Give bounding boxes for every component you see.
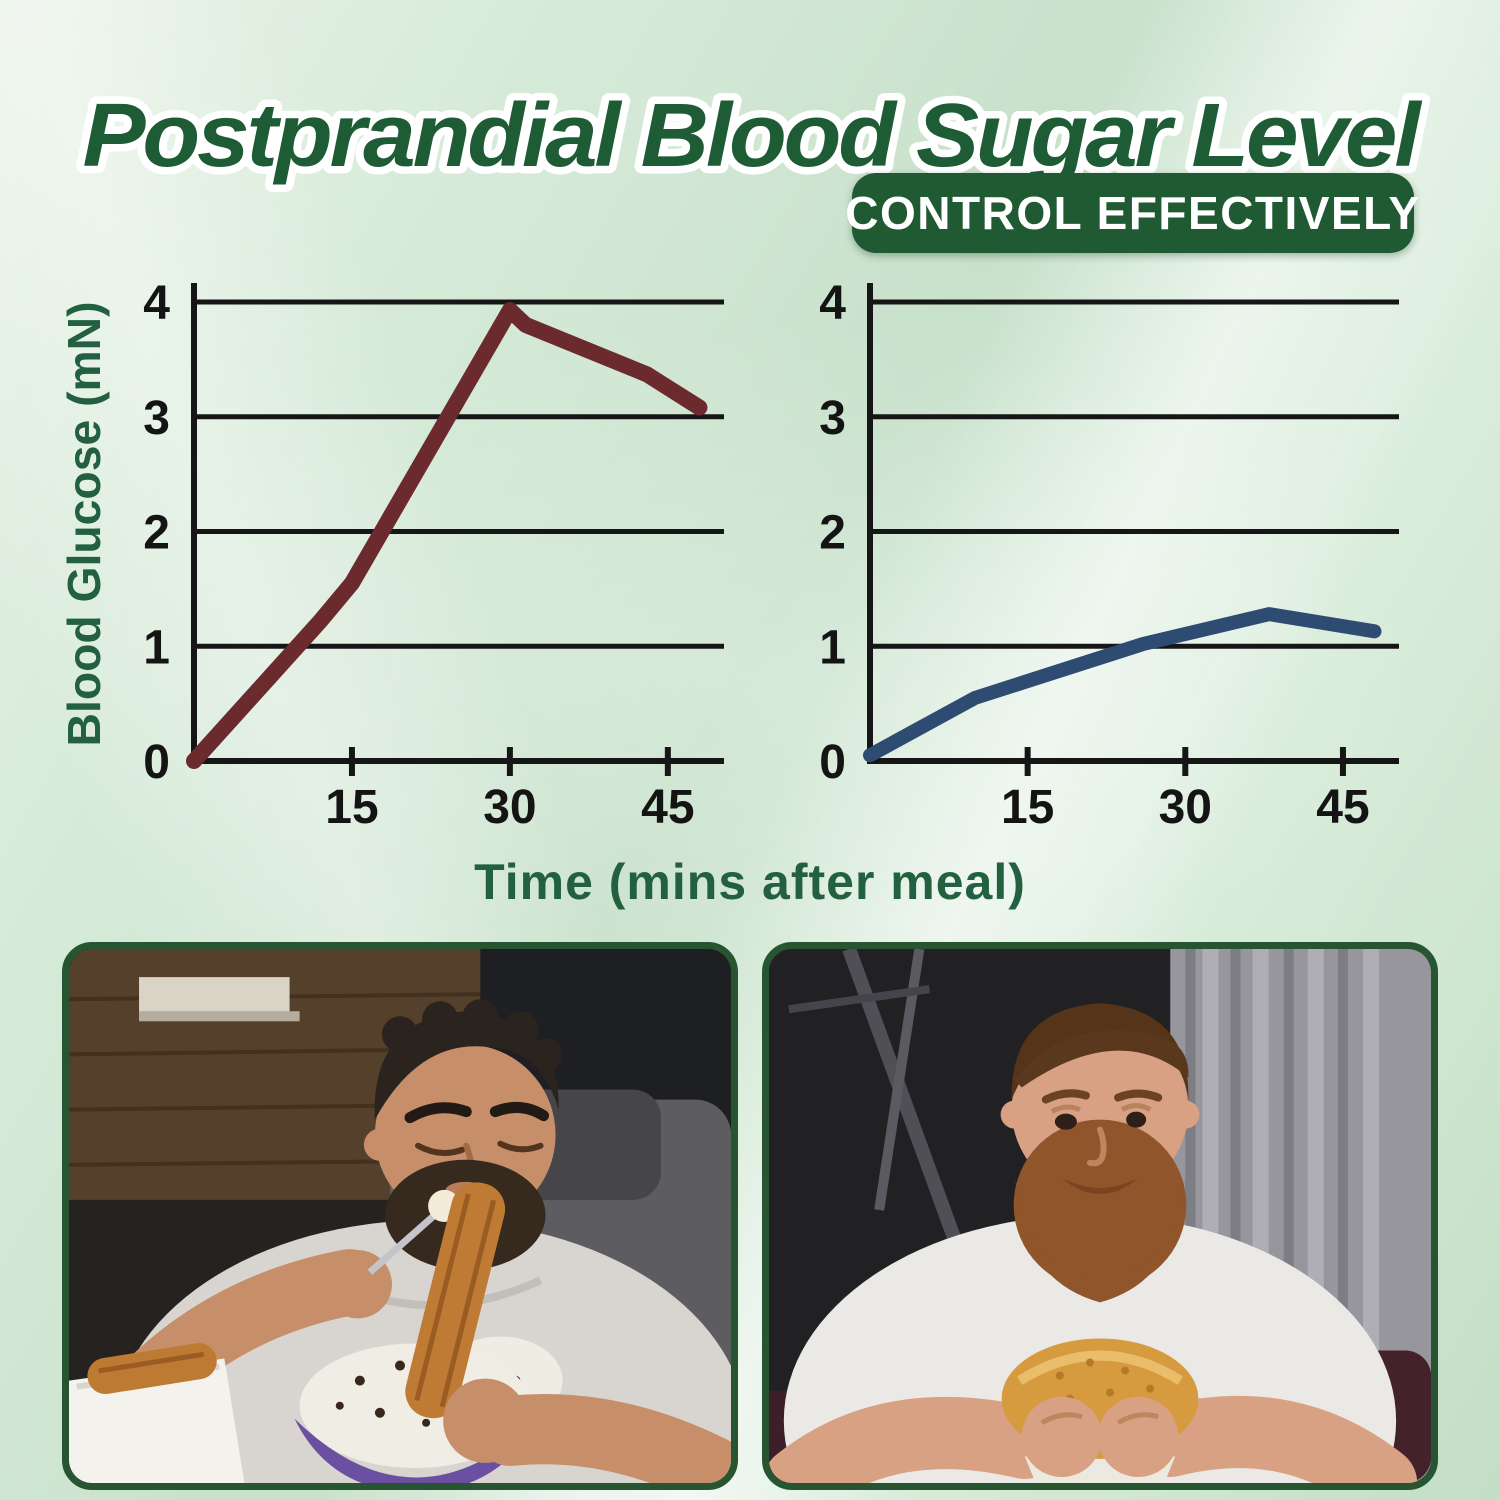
y-axis-label: Blood Glucose (mN): [60, 302, 110, 747]
y-tick-label-2: 2: [143, 507, 170, 560]
x-tick-label-45: 45: [641, 781, 694, 834]
chocolate-speckle: [374, 1407, 385, 1418]
left-hand: [1021, 1396, 1103, 1477]
x-tick-label-45: 45: [1316, 781, 1369, 834]
hair-curl: [462, 999, 499, 1036]
eyebrow: [1041, 1089, 1090, 1104]
churro-ridge: [439, 1199, 497, 1408]
y-tick-label-0: 0: [819, 736, 846, 789]
churro-in-box: [87, 1343, 217, 1395]
page-title-svg: Postprandial Blood Sugar Level Postprand…: [75, 79, 1433, 194]
hair-fringe: [1014, 1030, 1189, 1088]
chart-with-control: 0 1 2 3 4 15 30 45: [819, 277, 1399, 834]
data-line-blood-glucose-without-control: [186, 302, 708, 769]
y-tick-label-1: 1: [819, 621, 846, 674]
eyebrow: [489, 1101, 550, 1122]
dessert-scene: [69, 949, 731, 1483]
x-tick-label-15: 15: [325, 781, 378, 834]
hair-curl: [422, 1001, 459, 1038]
chocolate-speckle: [422, 1418, 431, 1427]
hair-curl: [529, 1038, 562, 1071]
photo-overeating-dessert: [62, 942, 738, 1490]
y-tick-label-2: 2: [819, 507, 846, 560]
churro-ridge: [414, 1193, 471, 1402]
finger-line: [1040, 1412, 1083, 1425]
burger-crumb: [1121, 1366, 1130, 1375]
churro-held: [405, 1182, 506, 1419]
chocolate-speckle: [335, 1401, 344, 1410]
right-hand: [443, 1378, 528, 1463]
x-tick-label-30: 30: [1159, 781, 1212, 834]
eyelid: [1050, 1104, 1081, 1114]
eyelid: [1120, 1103, 1152, 1112]
control-effectively-badge: CONTROL EFFECTIVELY: [845, 173, 1419, 253]
beard-taper: [1015, 1179, 1185, 1303]
x-axis-label: Time (mins after meal): [474, 854, 1026, 910]
right-arm: [475, 1394, 731, 1483]
y-tick-label-3: 3: [819, 392, 846, 445]
purple-bowl: [294, 1418, 539, 1483]
eye-looking-aside: [1126, 1111, 1147, 1128]
y-tick-label-4: 4: [819, 277, 846, 330]
right-arm: [1134, 1395, 1418, 1483]
y-tick-label-1: 1: [143, 621, 170, 674]
x-tick-label-15: 15: [1001, 781, 1054, 834]
book-stack-shadow: [139, 1011, 300, 1022]
chocolate-speckle: [394, 1360, 406, 1371]
churro: [405, 1182, 506, 1419]
burger-scene: [769, 949, 1431, 1483]
badge-label: CONTROL EFFECTIVELY: [845, 187, 1421, 239]
background-beam: [788, 985, 930, 1014]
closed-eye: [497, 1140, 544, 1153]
data-line-blood-glucose-with-control: [863, 607, 1382, 763]
beard: [1013, 1119, 1187, 1291]
hair-curl: [381, 1016, 419, 1053]
hair-curl: [502, 1011, 539, 1048]
page-title: Postprandial Blood Sugar Level: [83, 86, 1423, 186]
hair: [1011, 1003, 1189, 1100]
chart-without-control: Blood Glucose (mN) 0 1 2 3 4 15 30 45: [60, 277, 724, 834]
eyebrow: [1114, 1089, 1163, 1102]
burger-crumb: [1106, 1388, 1115, 1397]
eye-looking-aside: [1054, 1113, 1077, 1130]
man-eating-dessert: [69, 999, 731, 1483]
background-beam: [842, 949, 977, 1283]
eyebrow: [404, 1102, 472, 1124]
y-tick-label-3: 3: [143, 392, 170, 445]
burger-crumb: [1085, 1358, 1094, 1367]
nose: [1086, 1126, 1107, 1167]
right-hand: [1097, 1396, 1179, 1477]
chocolate-speckle: [354, 1375, 365, 1386]
photo-eating-burger: [762, 942, 1438, 1490]
burger-sheen: [1017, 1350, 1183, 1385]
burger-crumb: [1055, 1371, 1064, 1380]
closed-eye: [415, 1142, 466, 1156]
left-arm: [769, 1396, 1061, 1483]
mustache: [1061, 1177, 1139, 1194]
churro-ridge: [98, 1351, 205, 1374]
burger-crumb: [1146, 1384, 1155, 1393]
x-tick-label-30: 30: [483, 781, 536, 834]
finger-line: [1116, 1412, 1159, 1425]
spoon: [367, 1209, 441, 1275]
y-tick-label-0: 0: [143, 736, 170, 789]
book-stack: [139, 977, 290, 1018]
man-eating-burger: [769, 1003, 1418, 1483]
y-tick-label-4: 4: [143, 277, 170, 330]
